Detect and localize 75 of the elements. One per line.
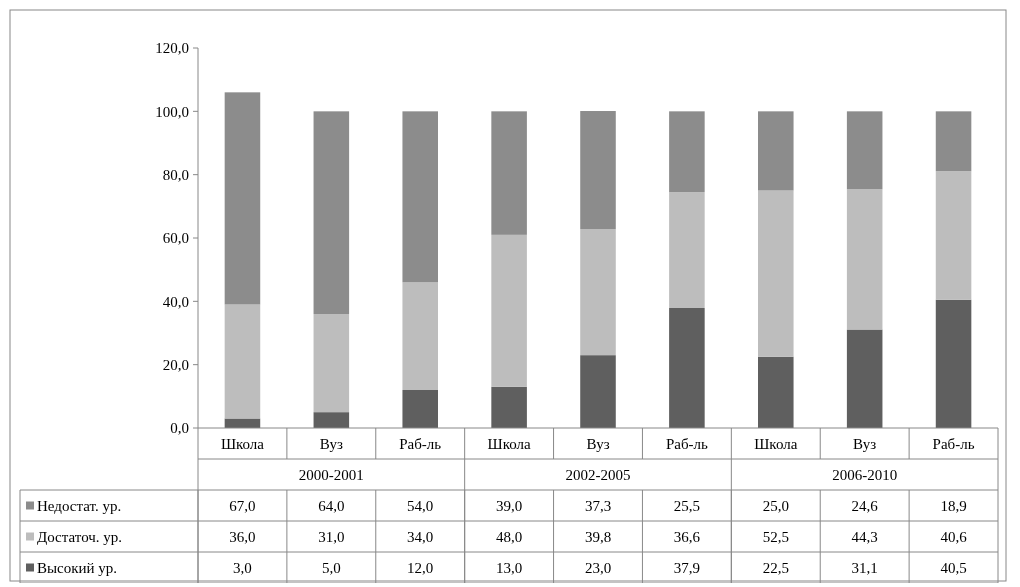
- bar: [935, 111, 972, 172]
- bar: [846, 329, 883, 428]
- data-label: 36,6: [673, 528, 701, 545]
- data-label: 64,0: [318, 497, 345, 514]
- x-tick-label: Школа: [220, 435, 265, 452]
- y-tick-label: 100,0: [155, 103, 189, 120]
- bar: [402, 390, 438, 428]
- bar: [491, 111, 527, 235]
- bar: [402, 282, 438, 390]
- bar: [846, 189, 883, 330]
- y-tick-label: 0,0: [170, 420, 189, 437]
- data-label: 40,5: [940, 559, 967, 576]
- bar: [758, 111, 794, 191]
- data-label: 22,5: [762, 559, 789, 576]
- data-label: 23,0: [584, 559, 612, 576]
- y-tick-label: 80,0: [162, 166, 189, 183]
- bar: [402, 111, 438, 283]
- data-label: 18,9: [940, 497, 967, 514]
- bar: [313, 412, 350, 428]
- x-tick-label: Раб-ль: [932, 435, 975, 452]
- x-tick-label: Вуз: [586, 435, 610, 452]
- data-label: 25,0: [762, 497, 789, 514]
- data-label: 3,0: [233, 559, 252, 576]
- bar: [669, 192, 705, 308]
- data-label: 37,9: [673, 559, 701, 576]
- data-label: 37,3: [584, 497, 612, 514]
- bar: [758, 356, 794, 428]
- data-label: 67,0: [229, 497, 256, 514]
- bar: [669, 111, 705, 193]
- bar: [580, 355, 616, 428]
- x-tick-label: Вуз: [853, 435, 877, 452]
- data-label: 13,0: [495, 559, 523, 576]
- data-label: 39,0: [495, 497, 523, 514]
- x-tick-label: Вуз: [319, 435, 344, 452]
- y-tick-label: 60,0: [162, 230, 189, 247]
- bar: [935, 299, 972, 428]
- bar: [580, 111, 616, 230]
- data-label: 54,0: [407, 497, 434, 514]
- data-label: 34,0: [407, 528, 434, 545]
- data-label: 36,0: [229, 528, 256, 545]
- data-label: 52,5: [762, 528, 789, 545]
- text: 2002-2005: [565, 466, 631, 483]
- legend-label: Достаточ. ур.: [37, 528, 123, 545]
- bar: [224, 304, 261, 419]
- data-label: 5,0: [321, 559, 341, 576]
- legend-label: Высокий ур.: [37, 559, 118, 576]
- data-label: 48,0: [495, 528, 523, 545]
- bar: [313, 314, 350, 413]
- y-tick-label: 20,0: [162, 356, 189, 373]
- data-label: 40,6: [940, 528, 968, 545]
- text: 2006-2010: [832, 466, 898, 483]
- text: 2000-2001: [298, 466, 364, 483]
- bar: [846, 111, 883, 190]
- bar: [491, 386, 527, 428]
- y-tick-label: 120,0: [155, 40, 189, 57]
- data-label: 12,0: [407, 559, 434, 576]
- bar: [313, 111, 350, 314]
- data-label: 25,5: [673, 497, 701, 514]
- bar: [669, 307, 705, 428]
- bar: [580, 229, 616, 356]
- bar: [224, 92, 261, 305]
- data-label: 24,6: [851, 497, 879, 514]
- x-tick-label: Раб-ль: [665, 435, 709, 452]
- data-label: 44,3: [851, 528, 878, 545]
- data-label: 31,1: [851, 559, 878, 576]
- bar: [935, 171, 972, 300]
- x-tick-label: Школа: [754, 435, 798, 452]
- y-tick-label: 40,0: [162, 293, 189, 310]
- x-tick-label: Раб-ль: [399, 435, 442, 452]
- bar: [491, 234, 527, 387]
- data-label: 31,0: [318, 528, 345, 545]
- x-tick-label: Школа: [487, 435, 531, 452]
- data-label: 39,8: [584, 528, 612, 545]
- legend-label: Недостат. ур.: [37, 497, 122, 514]
- bar: [758, 190, 794, 357]
